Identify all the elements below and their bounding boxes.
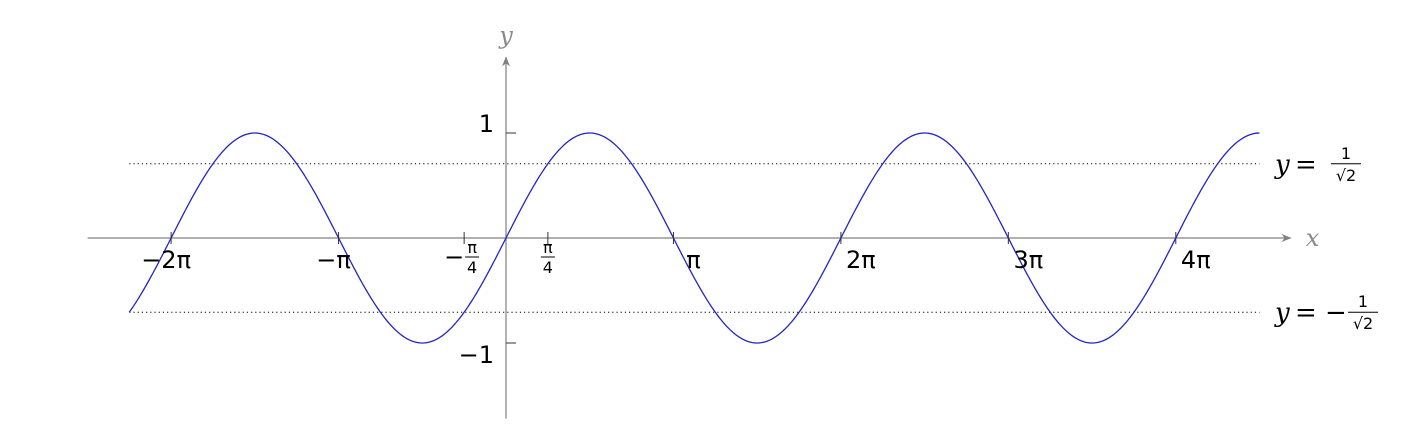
x-tick-label: π — [686, 246, 700, 274]
y-tick-label: −1 — [459, 341, 494, 369]
x-tick-label-sign: − — [444, 243, 464, 271]
annotation-fraction-numerator: 1 — [1358, 292, 1368, 311]
annotation-fraction-denominator: √2 — [1353, 314, 1373, 333]
x-tick-fraction-numerator: π — [467, 238, 477, 257]
x-tick-fraction-numerator: π — [543, 238, 553, 257]
x-tick-fraction-denominator: 4 — [467, 258, 477, 277]
x-tick-fraction-denominator: 4 — [543, 258, 553, 277]
annotation-variable: y — [1274, 150, 1290, 180]
annotation-fraction-denominator: √2 — [1336, 166, 1356, 185]
annotation-equals: = — [1295, 150, 1317, 180]
y-tick-label: 1 — [479, 110, 494, 138]
annotation-variable: y — [1274, 298, 1290, 328]
x-tick-label: 3π — [1013, 246, 1043, 274]
annotation-equals: = − — [1295, 298, 1347, 328]
x-tick-label: −π — [316, 246, 351, 274]
x-axis-label: x — [1306, 224, 1320, 252]
x-tick-label: 2π — [846, 246, 876, 274]
sine-curve — [128, 132, 1260, 344]
x-tick-label: −2π — [141, 246, 191, 274]
annotation-fraction-numerator: 1 — [1341, 144, 1351, 163]
x-tick-label: 4π — [1181, 246, 1211, 274]
y-axis-label: y — [498, 21, 513, 49]
